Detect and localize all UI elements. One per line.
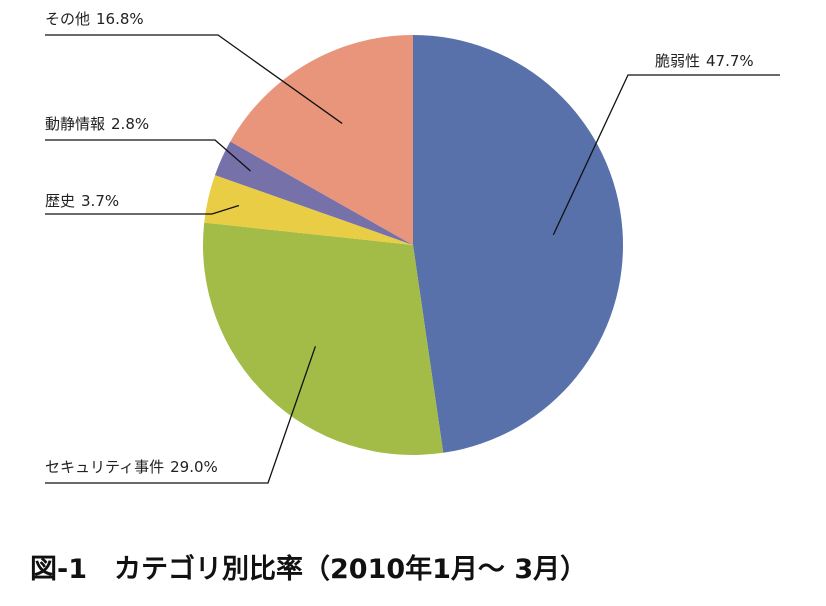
slice-label-value: 29.0%: [170, 458, 218, 476]
pie-slice: [413, 35, 624, 453]
pie-slice: [203, 222, 444, 455]
leader-line: [552, 74, 780, 236]
pie-slice: [214, 141, 413, 245]
slice-label-value: 16.8%: [96, 10, 144, 28]
chart-title: 図-1 カテゴリ別比率（2010年1月～ 3月）: [30, 553, 587, 585]
pie-slice: [230, 35, 413, 245]
slice-label: 動静情報 2.8%: [45, 115, 149, 133]
leader-line: [45, 346, 317, 484]
slice-label: 歴史 3.7%: [45, 192, 119, 210]
slice-label: セキュリティ事件 29.0%: [45, 458, 218, 476]
slice-label-name: 歴史: [45, 192, 75, 210]
leader-line: [45, 204, 240, 215]
slice-label-name: セキュリティ事件: [45, 458, 164, 476]
slice-label-name: その他: [45, 10, 90, 28]
slice-label-value: 47.7%: [706, 52, 754, 70]
slice-label: 脆弱性 47.7%: [655, 52, 754, 70]
slice-label-value: 3.7%: [81, 192, 119, 210]
slice-label-name: 動静情報: [45, 115, 105, 133]
leader-line: [45, 34, 343, 124]
slice-label-value: 2.8%: [111, 115, 149, 133]
pie-slice: [204, 175, 413, 245]
slice-label-name: 脆弱性: [655, 52, 700, 70]
leader-line: [45, 139, 251, 172]
slice-label: その他 16.8%: [45, 10, 144, 28]
